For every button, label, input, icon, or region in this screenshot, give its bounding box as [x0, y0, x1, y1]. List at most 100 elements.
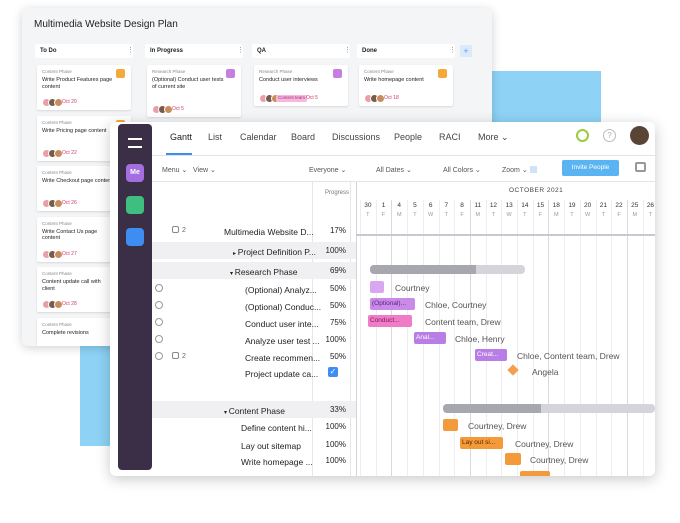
task-card[interactable]: Content Phase Write homepage content Oct 1…	[359, 65, 453, 106]
toolbar-zoom[interactable]: Zoom ⌄	[502, 167, 528, 174]
gantt-bar[interactable]: Conduct...	[368, 315, 412, 327]
progress-header: Progress	[325, 190, 350, 196]
row-name[interactable]: Multimedia Website D...	[224, 227, 314, 237]
row-name[interactable]: Define content hi...	[241, 423, 312, 433]
sidebar-me[interactable]: Me	[126, 164, 144, 182]
progress-value: 100%	[325, 246, 346, 255]
column-menu: ⋮	[127, 47, 134, 54]
row-name[interactable]: Lay out sitemap	[241, 441, 301, 451]
day-number: 21	[599, 202, 607, 209]
card-phase: Research Phase	[152, 69, 186, 74]
row-name[interactable]: Write homepage ...	[241, 457, 313, 467]
profile-avatar[interactable]	[630, 126, 649, 145]
day-gridline	[375, 200, 377, 476]
panel-toggle[interactable]	[635, 162, 646, 172]
task-card[interactable]: Content Phase Write Product Features page…	[37, 65, 131, 110]
progress-value: 100%	[325, 335, 346, 344]
tab[interactable]: Discussions	[332, 132, 381, 142]
row-name[interactable]: ▾ Research Phase	[230, 267, 298, 277]
sidebar-reports[interactable]	[126, 228, 144, 246]
gantt-bar[interactable]: Anal...	[414, 332, 446, 344]
clock-icon	[155, 301, 163, 309]
task-card[interactable]: Research Phase (Optional) Conduct user te…	[147, 65, 241, 117]
tab[interactable]: Gantt	[170, 132, 193, 142]
add-column[interactable]: +	[460, 45, 472, 57]
toolbar-dates[interactable]: All Dates ⌄	[376, 167, 412, 174]
column-name: Done	[362, 48, 377, 54]
checkbox[interactable]: ✓	[328, 367, 338, 377]
card-icon	[226, 69, 235, 78]
card-date: Oct 27	[62, 250, 77, 257]
day-number: 11	[474, 202, 482, 209]
progress-value: 100%	[325, 440, 346, 449]
gantt-bar[interactable]	[505, 453, 521, 465]
bar-label: Creat...	[477, 351, 499, 358]
avatar	[54, 199, 63, 208]
task-name: Content Phase	[228, 406, 285, 416]
gantt-divider	[356, 182, 357, 476]
weekday: M	[553, 212, 559, 218]
column-menu: ⋮	[237, 47, 244, 54]
row-name[interactable]: ▸ Project Definition P...	[233, 247, 316, 257]
row-name[interactable]: (Optional) Analyz...	[245, 285, 317, 295]
weekday: F	[381, 212, 386, 218]
progress-value: 33%	[329, 405, 346, 414]
help-icon[interactable]: ?	[603, 129, 616, 142]
tab[interactable]: RACI	[439, 132, 461, 142]
card-tag: Content team	[276, 95, 308, 102]
month-label: OCTOBER 2021	[509, 187, 564, 194]
weekday: T	[570, 212, 574, 218]
sidebar-chat[interactable]	[126, 196, 144, 214]
task-name: Project update ca...	[245, 369, 319, 379]
task-card[interactable]: Research Phase Conduct user interviews Con…	[254, 65, 348, 106]
row-name[interactable]: ▾ Content Phase	[224, 406, 285, 416]
gantt-bar[interactable]: Creat...	[475, 349, 507, 361]
column-menu: ⋮	[344, 47, 351, 54]
timer-icon[interactable]	[576, 129, 589, 142]
comment-count: 2	[182, 227, 186, 234]
column-divider	[350, 182, 351, 476]
toolbar-menu[interactable]: Menu ⌄	[162, 167, 188, 174]
row-name[interactable]: Project update ca...	[245, 369, 318, 379]
day-gridline	[391, 200, 393, 476]
column-name: In Progress	[150, 48, 184, 54]
card-title: Write Product Features page content	[42, 77, 113, 90]
toolbar-view[interactable]: View ⌄	[193, 167, 216, 174]
card-title: Write Checkout page content	[42, 178, 113, 184]
day-gridline	[579, 200, 581, 476]
column-header	[357, 44, 455, 58]
avatar	[54, 249, 63, 259]
tab[interactable]: Calendar	[240, 132, 277, 142]
column-name: To Do	[40, 48, 57, 54]
day-number: 25	[631, 202, 639, 209]
toolbar-colors[interactable]: All Colors ⌄	[443, 167, 481, 174]
card-date: Oct 28	[62, 301, 77, 307]
progress-value: 100%	[325, 422, 346, 431]
toolbar-everyone[interactable]: Everyone ⌄	[309, 167, 347, 174]
board-title: Multimedia Website Design Plan	[34, 19, 178, 30]
task-name: Project Definition P...	[237, 247, 316, 257]
gantt-bar[interactable]	[370, 281, 384, 293]
gantt-bar[interactable]	[443, 419, 458, 431]
task-name: Research Phase	[234, 267, 298, 277]
day-gridline	[642, 200, 644, 476]
avatar	[376, 94, 385, 103]
tab[interactable]: Board	[291, 132, 316, 142]
gantt-bar[interactable]: (Optional)...	[370, 298, 415, 310]
row-name[interactable]: Analyze user test ...	[245, 336, 320, 346]
row-name[interactable]: Create recommen...	[245, 353, 320, 363]
day-number: 6	[428, 202, 433, 209]
clock-icon	[155, 335, 163, 343]
tab[interactable]: People	[394, 132, 423, 142]
logo	[128, 138, 142, 148]
row-name[interactable]: Conduct user inte...	[245, 319, 319, 329]
gantt-bar[interactable]: Lay out si...	[460, 437, 503, 449]
weekday: W	[585, 212, 591, 218]
tab[interactable]: List	[208, 132, 223, 142]
invite-button[interactable]: Invite People	[562, 160, 619, 176]
row-name[interactable]: (Optional) Conduc...	[245, 302, 321, 312]
tab[interactable]: More ⌄	[478, 132, 509, 142]
day-gridline	[485, 200, 487, 476]
phase-bar-done	[443, 404, 541, 413]
